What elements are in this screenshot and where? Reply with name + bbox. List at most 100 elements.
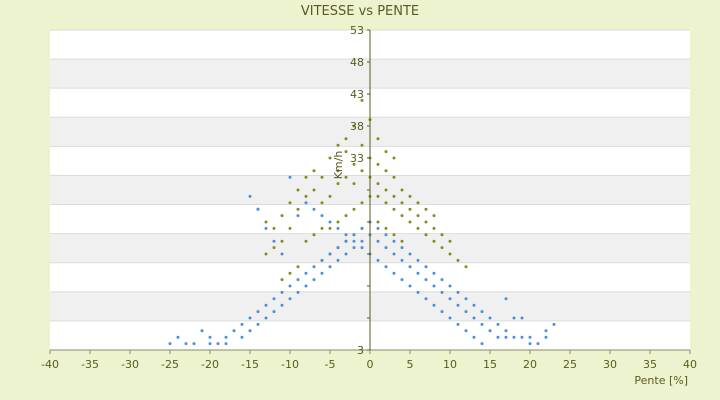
- data-point: [208, 342, 212, 346]
- data-point: [312, 188, 316, 192]
- y-tick-label: 33: [350, 152, 364, 165]
- data-point: [464, 310, 468, 314]
- data-point: [456, 258, 460, 262]
- data-point: [504, 329, 508, 333]
- x-tick-label: 5: [407, 358, 414, 371]
- x-tick-label: -30: [121, 358, 139, 371]
- data-point: [544, 335, 548, 339]
- data-point: [520, 335, 524, 339]
- data-point: [456, 322, 460, 326]
- data-point: [424, 265, 428, 269]
- data-point: [384, 150, 388, 154]
- data-point: [264, 220, 268, 224]
- axes: -40 -35 -30 -25 -20 -15 -10 -5 0 5 10 15 20 25 30 35 40 3…: [41, 24, 697, 371]
- data-point: [360, 169, 364, 173]
- data-point: [416, 214, 420, 218]
- data-point: [408, 220, 412, 224]
- x-tick-label: -15: [241, 358, 259, 371]
- data-point: [168, 342, 172, 346]
- x-tick-label: 20: [523, 358, 537, 371]
- data-point: [328, 156, 332, 160]
- data-point: [352, 233, 356, 237]
- data-point: [312, 278, 316, 282]
- data-point: [184, 342, 188, 346]
- data-point: [248, 194, 252, 198]
- data-point: [400, 246, 404, 250]
- data-point: [416, 258, 420, 262]
- data-point: [376, 137, 380, 141]
- data-point: [360, 98, 364, 102]
- data-point: [400, 188, 404, 192]
- data-point: [528, 335, 532, 339]
- data-point: [552, 322, 556, 326]
- data-point: [176, 335, 180, 339]
- x-tick-label: 30: [603, 358, 617, 371]
- data-point: [360, 246, 364, 250]
- data-point: [448, 252, 452, 256]
- data-point: [392, 207, 396, 211]
- data-point: [360, 201, 364, 205]
- x-tick-label: 40: [683, 358, 697, 371]
- data-point: [512, 316, 516, 320]
- x-tick-label: 25: [563, 358, 577, 371]
- data-point: [432, 226, 436, 230]
- x-tick-label: -10: [281, 358, 299, 371]
- data-point: [304, 284, 308, 288]
- data-point: [288, 297, 292, 301]
- data-point: [312, 233, 316, 237]
- data-point: [472, 316, 476, 320]
- data-point: [376, 239, 380, 243]
- data-point: [376, 182, 380, 186]
- data-point: [504, 335, 508, 339]
- data-point: [336, 143, 340, 147]
- data-point: [256, 322, 260, 326]
- data-point: [240, 335, 244, 339]
- data-point: [280, 290, 284, 294]
- data-point: [312, 265, 316, 269]
- data-point: [336, 246, 340, 250]
- data-point: [296, 188, 300, 192]
- data-point: [272, 297, 276, 301]
- data-point: [464, 329, 468, 333]
- x-tick-label: 35: [643, 358, 657, 371]
- x-tick-label: -25: [161, 358, 179, 371]
- data-point: [536, 342, 540, 346]
- data-point: [288, 226, 292, 230]
- data-point: [304, 194, 308, 198]
- data-point: [296, 207, 300, 211]
- data-point: [320, 201, 324, 205]
- data-point: [464, 297, 468, 301]
- data-point: [344, 175, 348, 179]
- data-point: [192, 342, 196, 346]
- data-point: [384, 246, 388, 250]
- data-point: [392, 175, 396, 179]
- data-point: [480, 342, 484, 346]
- data-point: [432, 271, 436, 275]
- x-tick-label: -20: [201, 358, 219, 371]
- data-point: [360, 239, 364, 243]
- data-point: [264, 316, 268, 320]
- data-point: [440, 290, 444, 294]
- data-point: [328, 220, 332, 224]
- x-axis-title: Pente [%]: [634, 374, 688, 387]
- data-point: [264, 303, 268, 307]
- data-point: [456, 303, 460, 307]
- data-point: [272, 310, 276, 314]
- data-point: [280, 239, 284, 243]
- data-point: [384, 226, 388, 230]
- data-point: [360, 143, 364, 147]
- data-point: [440, 246, 444, 250]
- data-point: [320, 214, 324, 218]
- data-point: [528, 342, 532, 346]
- data-point: [360, 226, 364, 230]
- data-point: [384, 201, 388, 205]
- data-point: [352, 182, 356, 186]
- data-point: [344, 150, 348, 154]
- data-point: [488, 329, 492, 333]
- x-tick-label: 15: [483, 358, 497, 371]
- data-point: [320, 271, 324, 275]
- x-tick-label: -35: [81, 358, 99, 371]
- data-point: [352, 239, 356, 243]
- data-point: [208, 335, 212, 339]
- data-point: [296, 290, 300, 294]
